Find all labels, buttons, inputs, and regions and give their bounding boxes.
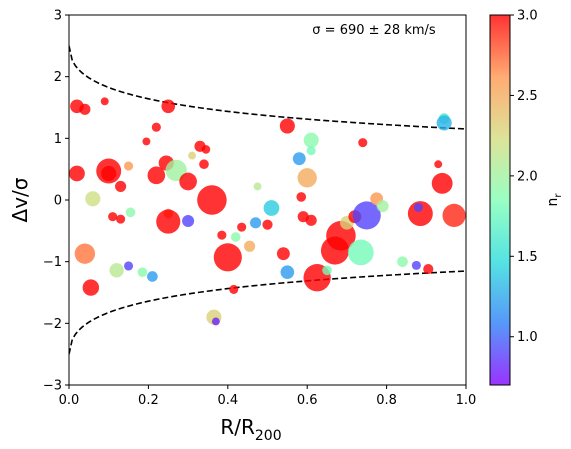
- data-point: [137, 267, 148, 277]
- data-point: [397, 256, 408, 268]
- data-point: [434, 160, 443, 169]
- data-point: [305, 214, 317, 226]
- data-point: [74, 243, 96, 264]
- data-point: [237, 222, 247, 232]
- data-point: [116, 214, 126, 224]
- data-point: [303, 132, 319, 148]
- data-point: [109, 263, 124, 278]
- caustic-curve-lower: [69, 270, 466, 355]
- data-point: [108, 212, 118, 222]
- colorbar-frame: [489, 14, 511, 386]
- data-point: [115, 180, 127, 193]
- data-point: [276, 247, 290, 261]
- y-tick-label: −1: [43, 255, 62, 270]
- data-point: [69, 165, 85, 182]
- x-tick-label: 0.6: [297, 393, 318, 408]
- data-point: [217, 230, 227, 240]
- data-point: [250, 217, 262, 229]
- colorbar-tick-label: 2.5: [517, 89, 538, 104]
- caustic-curve-upper: [69, 45, 466, 130]
- data-point: [244, 240, 256, 252]
- y-tick-label: 2: [54, 70, 62, 85]
- data-point: [322, 265, 332, 276]
- x-tick-label: 0.4: [217, 393, 238, 408]
- data-point: [280, 265, 295, 279]
- x-tick-label: 0.8: [376, 393, 397, 408]
- data-point: [279, 118, 295, 134]
- x-tick-label: 0.0: [59, 393, 80, 408]
- x-tick-label: 1.0: [456, 393, 477, 408]
- data-point: [79, 103, 91, 115]
- data-point: [201, 145, 211, 154]
- data-point: [182, 214, 195, 227]
- colorbar-tick-label: 2.0: [517, 169, 538, 184]
- data-point: [442, 203, 466, 228]
- data-point: [213, 243, 242, 272]
- colorbar: [490, 15, 510, 385]
- data-point: [188, 151, 197, 160]
- data-point: [230, 232, 241, 242]
- y-axis-title: Δv/σ: [8, 177, 32, 222]
- data-point: [423, 263, 434, 275]
- data-point: [229, 284, 239, 294]
- data-point: [352, 201, 381, 230]
- data-point: [413, 202, 423, 212]
- y-tick-label: 1: [54, 132, 62, 147]
- data-point: [124, 161, 134, 171]
- data-point: [161, 99, 176, 114]
- colorbar-tick-label: 1.0: [517, 330, 538, 345]
- data-point: [82, 279, 100, 296]
- colorbar-tick-label: 1.5: [517, 250, 538, 265]
- data-point: [124, 261, 134, 271]
- y-tick-label: −3: [43, 379, 62, 394]
- annotation-sigma: σ = 690 ± 28 km/s: [312, 23, 436, 38]
- data-point: [376, 200, 389, 213]
- data-point: [263, 200, 280, 216]
- data-point: [436, 115, 452, 131]
- data-point: [296, 192, 307, 202]
- x-axis-ticks: 0.0 0.2 0.4 0.6 0.8 1.0: [59, 385, 477, 408]
- colorbar-ticks: 1.0 1.5 2.0 2.5 3.0: [510, 9, 538, 345]
- y-axis-ticks: −3 −2 −1 0 1 2 3: [43, 9, 69, 394]
- data-point: [431, 172, 453, 194]
- data-point: [306, 146, 316, 156]
- colorbar-title: nr: [545, 193, 564, 207]
- x-axis-title: R/R200: [220, 415, 281, 444]
- y-tick-label: 3: [54, 9, 62, 24]
- data-point: [179, 172, 197, 191]
- y-tick-label: −2: [43, 317, 62, 332]
- x-tick-label: 0.2: [138, 393, 159, 408]
- data-point: [156, 209, 181, 234]
- data-point: [358, 138, 368, 148]
- data-point: [411, 260, 421, 270]
- caustic-curves: [69, 45, 466, 355]
- data-point: [197, 185, 227, 215]
- data-point: [85, 191, 101, 207]
- data-point: [292, 152, 306, 166]
- data-point: [347, 239, 374, 266]
- data-point: [297, 168, 317, 188]
- data-point: [142, 137, 151, 146]
- data-point: [125, 207, 136, 218]
- data-point: [211, 317, 220, 326]
- data-point: [100, 97, 109, 106]
- data-points: [69, 97, 466, 326]
- colorbar-tick-label: 3.0: [517, 9, 538, 24]
- data-point: [199, 159, 209, 170]
- data-point: [101, 165, 117, 182]
- data-point: [147, 271, 158, 282]
- data-point: [151, 122, 161, 132]
- data-point: [147, 166, 166, 185]
- data-point: [253, 182, 262, 191]
- y-tick-label: 0: [54, 194, 62, 209]
- data-point: [262, 219, 273, 230]
